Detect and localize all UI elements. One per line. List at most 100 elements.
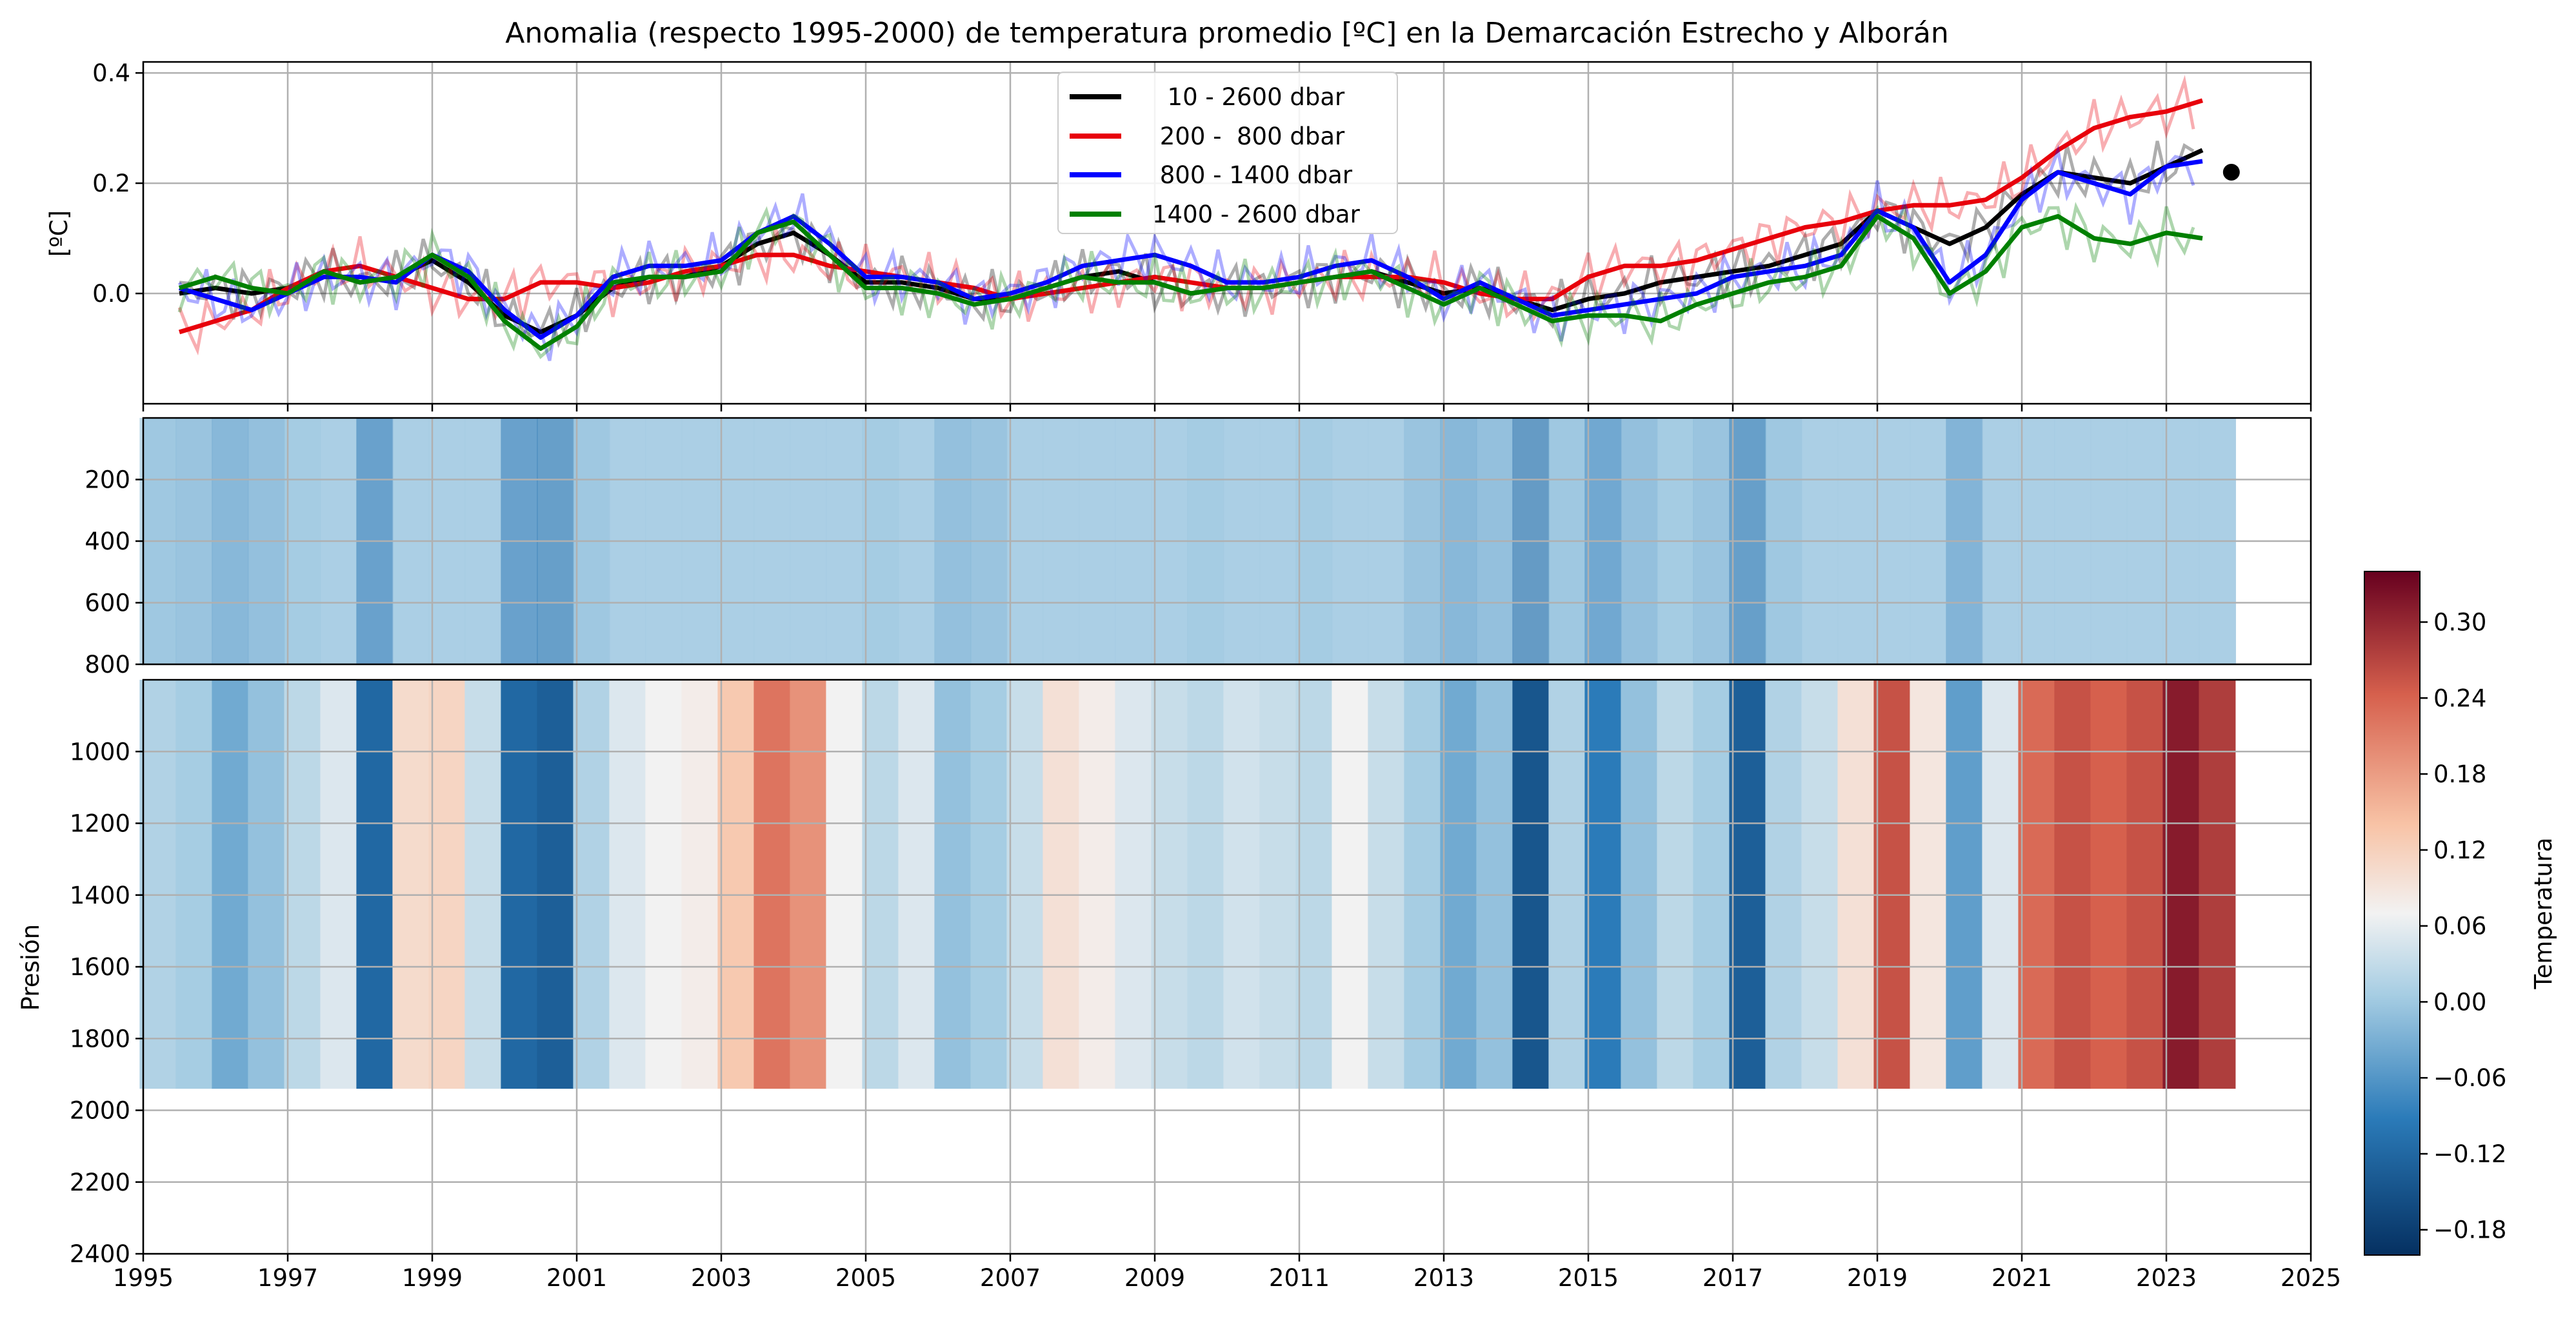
series-raw-3 bbox=[177, 202, 2195, 359]
colorbar-tick-label-5: 0.00 bbox=[2433, 988, 2486, 1016]
colorbar-tick-label-1: 0.24 bbox=[2433, 684, 2486, 712]
lower-heatmap-column-29 bbox=[1187, 680, 1224, 1089]
lower-heatmap-column-16 bbox=[717, 680, 755, 1089]
lower-panel-ytick-label-0: 1000 bbox=[70, 738, 130, 766]
legend: 10 - 2600 dbar 200 - 800 dbar 800 - 1400… bbox=[1057, 72, 1398, 234]
line-panel-ytick-label-2: 0.4 bbox=[92, 59, 130, 87]
lower-heatmap-column-21 bbox=[898, 680, 935, 1089]
line-panel-xticks bbox=[142, 404, 2312, 411]
lower-heatmap-column-8 bbox=[428, 680, 466, 1089]
line-panel: 0.0 0.2 0.4 [ºC] 10 - 2600 dbar 200 - 800 … bbox=[45, 59, 2312, 411]
lower-heatmap-column-49 bbox=[1910, 680, 1947, 1089]
lower-heatmap-column-15 bbox=[681, 680, 719, 1089]
lower-heatmap-column-47 bbox=[1837, 680, 1875, 1089]
line-panel-ylabel: [ºC] bbox=[45, 210, 73, 257]
lower-panel-ylabel: Presión bbox=[17, 924, 45, 1011]
latest-value-marker bbox=[2222, 163, 2240, 181]
lower-heatmap-column-3 bbox=[248, 680, 285, 1089]
colorbar-tick-label-8: −0.18 bbox=[2433, 1216, 2506, 1244]
lower-heatmap-column-41 bbox=[1621, 680, 1658, 1089]
chart-title: Anomalia (respecto 1995-2000) de tempera… bbox=[505, 17, 1949, 50]
x-tick-label-5: 2005 bbox=[835, 1264, 896, 1292]
colorbar-label: Temperatura bbox=[2530, 837, 2557, 989]
lower-heatmap-column-0 bbox=[139, 680, 177, 1089]
lower-heatmap-column-14 bbox=[645, 680, 683, 1089]
upper-panel-yticks: 200 400 600 800 bbox=[85, 466, 143, 678]
x-tick-label-1: 1997 bbox=[257, 1264, 318, 1292]
upper-depth-panel: 200 400 600 800 bbox=[85, 417, 2312, 678]
lower-heatmap-column-44 bbox=[1729, 680, 1766, 1089]
lower-heatmap-column-36 bbox=[1440, 680, 1477, 1089]
lower-heatmap-column-50 bbox=[1946, 680, 1983, 1089]
lower-heatmap-column-27 bbox=[1115, 680, 1152, 1089]
line-panel-ytick-label-0: 0.0 bbox=[92, 280, 130, 308]
lower-heatmap-column-30 bbox=[1223, 680, 1261, 1089]
lower-heatmap-column-6 bbox=[356, 680, 394, 1089]
lower-heatmap-column-10 bbox=[501, 680, 538, 1089]
lower-heatmap-column-57 bbox=[2199, 680, 2236, 1089]
lower-heatmap-column-13 bbox=[609, 680, 646, 1089]
lower-heatmap-column-18 bbox=[790, 680, 827, 1089]
lower-depth-panel: 1000 1200 1400 1600 1800 2000 2200 2400 Presión… bbox=[17, 678, 2341, 1292]
upper-panel-ytick-label-0: 200 bbox=[85, 466, 130, 494]
lower-heatmap-column-51 bbox=[1982, 680, 2019, 1089]
x-tick-label-12: 2019 bbox=[1847, 1264, 1908, 1292]
lower-heatmap-column-24 bbox=[1006, 680, 1044, 1089]
lower-heatmap-column-54 bbox=[2090, 680, 2128, 1089]
lower-heatmap-column-1 bbox=[175, 680, 213, 1089]
lower-heatmap-column-25 bbox=[1043, 680, 1080, 1089]
lower-heatmap-column-19 bbox=[826, 680, 863, 1089]
colorbar-scale bbox=[2364, 571, 2421, 1256]
lower-heatmap-column-35 bbox=[1404, 680, 1441, 1089]
lower-heatmap-column-53 bbox=[2054, 680, 2092, 1089]
lower-heatmap-column-56 bbox=[2162, 680, 2200, 1089]
lower-heatmap-column-34 bbox=[1368, 680, 1405, 1089]
lower-heatmap-column-45 bbox=[1765, 680, 1802, 1089]
x-tick-label-2: 1999 bbox=[402, 1264, 463, 1292]
lower-heatmap-column-46 bbox=[1801, 680, 1839, 1089]
lower-heatmap-column-32 bbox=[1295, 680, 1333, 1089]
lower-heatmap-column-2 bbox=[212, 680, 249, 1089]
legend-label-3: 1400 - 2600 dbar bbox=[1152, 201, 1361, 228]
series-raw-0 bbox=[179, 141, 2195, 348]
legend-label-2: 800 - 1400 dbar bbox=[1152, 161, 1353, 189]
lower-heatmap-columns bbox=[139, 680, 2236, 1089]
legend-label-0: 10 - 2600 dbar bbox=[1152, 83, 1345, 111]
line-panel-frame bbox=[142, 61, 2312, 405]
lower-panel-yticks: 1000 1200 1400 1600 1800 2000 2200 2400 bbox=[70, 738, 143, 1268]
lower-heatmap-column-38 bbox=[1512, 680, 1550, 1089]
lower-heatmap-column-23 bbox=[970, 680, 1008, 1089]
series-raw-1 bbox=[177, 75, 2195, 356]
lower-heatmap-column-12 bbox=[573, 680, 610, 1089]
lower-heatmap-column-33 bbox=[1332, 680, 1369, 1089]
lower-heatmap-column-55 bbox=[2126, 680, 2164, 1089]
lower-heatmap-column-48 bbox=[1873, 680, 1911, 1089]
line-series-group bbox=[177, 75, 2240, 361]
x-tick-label-3: 2001 bbox=[546, 1264, 607, 1292]
lower-panel-ytick-label-4: 1800 bbox=[70, 1025, 130, 1053]
upper-panel-ytick-label-3: 800 bbox=[85, 651, 130, 678]
lower-heatmap-column-37 bbox=[1476, 680, 1513, 1089]
lower-heatmap-column-22 bbox=[934, 680, 972, 1089]
colorbar-tick-label-7: −0.12 bbox=[2433, 1140, 2506, 1168]
series-line-2 bbox=[178, 159, 2203, 340]
lower-heatmap-column-4 bbox=[284, 680, 321, 1089]
lower-panel-ytick-label-3: 1600 bbox=[70, 953, 130, 981]
colorbar-ticks: 0.30 0.24 0.18 0.12 0.06 0.00 −0.06 −0.12 −0.18 bbox=[2420, 609, 2506, 1244]
lower-heatmap-column-11 bbox=[537, 680, 574, 1089]
lower-panel-ytick-label-5: 2000 bbox=[70, 1097, 130, 1125]
x-tick-label-10: 2015 bbox=[1558, 1264, 1619, 1292]
lower-heatmap-column-39 bbox=[1548, 680, 1586, 1089]
lower-heatmap-column-42 bbox=[1657, 680, 1694, 1089]
x-tick-label-9: 2013 bbox=[1413, 1264, 1474, 1292]
upper-panel-ytick-label-1: 400 bbox=[85, 528, 130, 555]
colorbar-tick-label-4: 0.06 bbox=[2433, 913, 2486, 940]
colorbar: 0.300.240.180.120.060.00−0.06−0.12−0.18 … bbox=[2364, 571, 2557, 1256]
series-line-1 bbox=[178, 98, 2204, 335]
x-tick-label-0: 1995 bbox=[113, 1264, 174, 1292]
x-axis-ticks: 1995 1997 1999 2001 2003 2005 2007 2009 2011 2013… bbox=[113, 1254, 2341, 1292]
x-tick-label-11: 2017 bbox=[1702, 1264, 1763, 1292]
x-tick-label-7: 2009 bbox=[1124, 1264, 1185, 1292]
lower-heatmap-column-43 bbox=[1693, 680, 1730, 1089]
x-tick-label-4: 2003 bbox=[691, 1264, 752, 1292]
